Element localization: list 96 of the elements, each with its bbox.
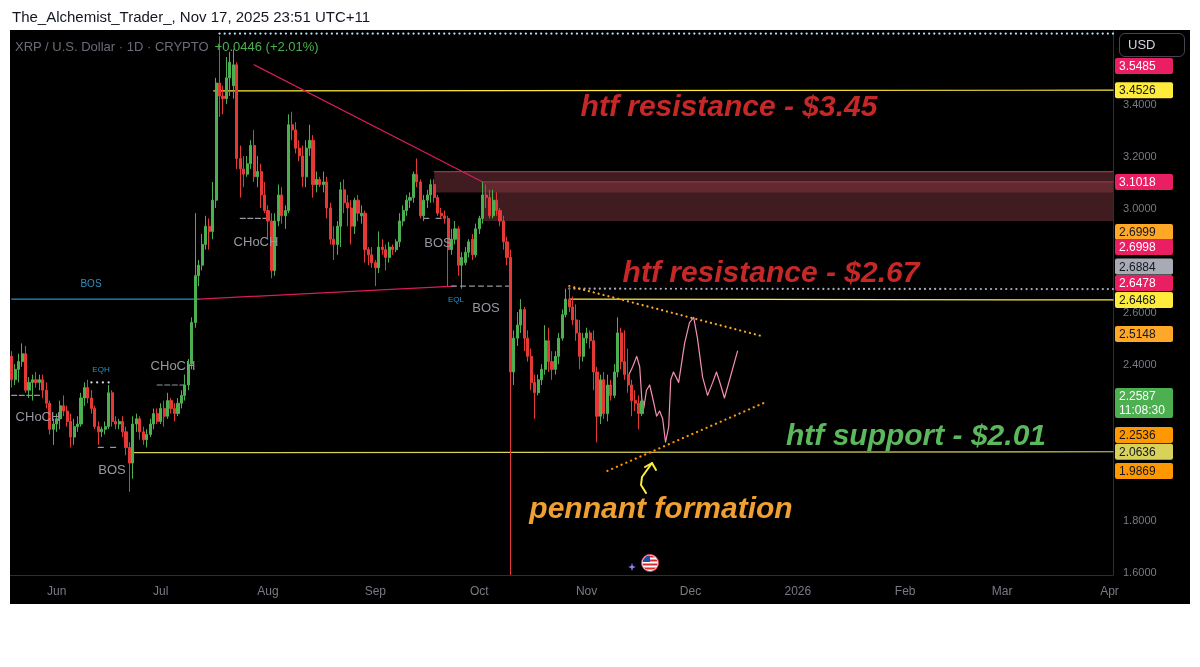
candlestick bbox=[118, 418, 121, 430]
candlestick bbox=[34, 371, 38, 389]
x-tick-label: Feb bbox=[894, 584, 916, 598]
candlestick bbox=[360, 204, 363, 225]
annotation: htf support - $2.01 bbox=[785, 417, 1047, 451]
x-tick-label: Aug bbox=[257, 584, 279, 598]
candlestick bbox=[460, 251, 463, 290]
candlestick bbox=[488, 189, 491, 219]
data-label: 2.0636 bbox=[1119, 444, 1157, 459]
currency-button: USD bbox=[1119, 33, 1185, 57]
candlestick bbox=[384, 243, 387, 271]
candlestick bbox=[31, 374, 34, 402]
annotation: EQL bbox=[447, 294, 465, 304]
x-tick-label: Jul bbox=[152, 584, 169, 598]
candlestick bbox=[457, 225, 460, 277]
text: 2.2587 11:08:30 bbox=[1119, 389, 1166, 417]
line-series bbox=[627, 316, 739, 443]
candlestick bbox=[280, 186, 283, 225]
text: 2.6999 bbox=[1119, 225, 1157, 239]
y-tick-label: 3.4000 bbox=[1123, 97, 1157, 110]
candlestick bbox=[637, 394, 640, 430]
candlestick bbox=[24, 345, 27, 394]
x-tick-label: Apr bbox=[1100, 584, 1119, 598]
candlestick bbox=[388, 241, 391, 264]
candlestick bbox=[599, 374, 602, 425]
candlestick bbox=[131, 415, 134, 480]
text: XRP / U.S. Dollar · 1D · CRYPTO bbox=[15, 39, 209, 54]
candlestick bbox=[10, 350, 13, 389]
candlestick bbox=[471, 233, 474, 261]
candlestick bbox=[73, 418, 76, 446]
data-label: 2.6468 bbox=[1119, 292, 1157, 307]
candlestick bbox=[356, 194, 360, 222]
text: 2.6998 bbox=[1119, 240, 1157, 254]
candlestick bbox=[38, 374, 41, 391]
text: 3.5485 bbox=[1119, 59, 1157, 73]
candlestick bbox=[156, 407, 159, 425]
candlestick bbox=[159, 402, 162, 425]
data-label: 3.4526 bbox=[1119, 83, 1157, 98]
candlestick bbox=[602, 371, 605, 420]
y-tick-label: 2.6000 bbox=[1123, 306, 1157, 319]
candlestick bbox=[208, 217, 211, 251]
text: 1.9869 bbox=[1119, 464, 1157, 478]
candlestick bbox=[111, 389, 114, 428]
x-tick-label: Mar bbox=[991, 584, 1013, 598]
y-tick-label: 3.2000 bbox=[1123, 149, 1157, 162]
candlestick bbox=[260, 163, 263, 209]
text: The_Alchemist_Trader_, Nov 17, 2025 23:51 UTC+11 bbox=[12, 8, 371, 25]
candlestick bbox=[27, 376, 31, 399]
annotation: BOS bbox=[80, 277, 102, 289]
candlestick bbox=[377, 230, 380, 274]
annotation: EQH bbox=[92, 364, 110, 374]
candlestick bbox=[322, 171, 325, 193]
candlestick bbox=[640, 397, 644, 417]
candlestick bbox=[315, 171, 318, 193]
candlestick bbox=[363, 210, 367, 264]
candlestick bbox=[173, 402, 176, 422]
x-tick-label: Nov bbox=[575, 584, 598, 598]
candlestick bbox=[256, 155, 259, 188]
candlestick bbox=[166, 392, 169, 420]
candlestick bbox=[225, 56, 228, 105]
candlestick bbox=[492, 189, 495, 219]
candlestick bbox=[606, 374, 609, 422]
candlestick bbox=[582, 332, 585, 363]
candlestick bbox=[138, 415, 141, 441]
candlestick bbox=[59, 400, 62, 430]
text: 2.2536 bbox=[1119, 428, 1157, 442]
x-tick-label: Oct bbox=[469, 584, 490, 598]
candlestick bbox=[422, 194, 425, 222]
annotation: BOS bbox=[98, 461, 127, 477]
candlestick bbox=[391, 243, 394, 256]
candlestick bbox=[318, 176, 321, 188]
x-tick-label: Sep bbox=[364, 584, 387, 598]
annotation: pennant formation bbox=[528, 490, 793, 524]
annotation: htf resistance - $3.45 bbox=[580, 88, 879, 122]
y-tick-label: 1.8000 bbox=[1123, 514, 1157, 527]
text: 3.1018 bbox=[1119, 175, 1157, 189]
x-tick-label: 2026 bbox=[784, 584, 812, 598]
y-tick-label: 1.6000 bbox=[1123, 566, 1157, 579]
candlestick bbox=[107, 384, 110, 430]
candlestick bbox=[429, 178, 432, 204]
y-tick-label: 2.4000 bbox=[1123, 358, 1157, 371]
x-tick-label: Jun bbox=[47, 584, 67, 598]
candlestick bbox=[350, 199, 353, 245]
y-tick-label: 3.0000 bbox=[1123, 202, 1157, 214]
annotation: htf resistance - $2.67 bbox=[622, 254, 921, 288]
text: 2.6478 bbox=[1119, 276, 1157, 290]
candlestick bbox=[609, 379, 612, 402]
candlestick bbox=[353, 197, 356, 235]
data-label: 2.6884 bbox=[1119, 259, 1157, 274]
x-tick-label: Dec bbox=[679, 584, 702, 598]
text: 2.5148 bbox=[1119, 327, 1157, 341]
annotation: BOS bbox=[472, 299, 501, 315]
candlestick bbox=[163, 400, 166, 428]
candlestick bbox=[311, 134, 315, 199]
candlestick bbox=[253, 129, 256, 183]
candlestick bbox=[412, 171, 415, 204]
